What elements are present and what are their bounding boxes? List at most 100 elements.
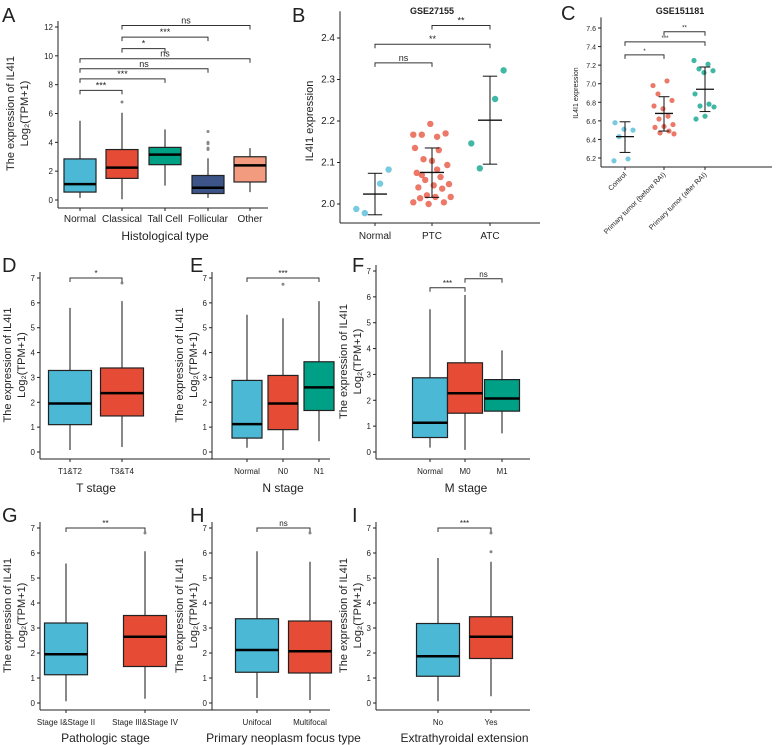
significance-bracket <box>374 43 491 49</box>
box-unifocal <box>234 618 280 673</box>
y-tick-label: 6 <box>49 110 54 119</box>
y-tick-label: 0 <box>367 448 372 457</box>
significance-bracket <box>437 527 492 532</box>
data-point <box>692 91 698 97</box>
x-tick-label: Multifocal <box>293 718 327 727</box>
box-multifocal <box>287 620 333 674</box>
y-axis-label: The expression of IL4I1 <box>2 308 14 423</box>
x-axis-label: Pathologic stage <box>61 731 150 745</box>
y-tick-label: 6.8 <box>586 100 596 107</box>
y-tick-label: 0 <box>203 699 208 708</box>
data-point <box>656 116 662 122</box>
y-tick-label: 10 <box>44 52 53 61</box>
y-tick-label: 7 <box>367 524 372 533</box>
x-tick-label: M1 <box>496 467 508 476</box>
x-axis-label: Primary neoplasm focus type <box>206 731 361 745</box>
data-point <box>650 82 656 89</box>
y-axis-label: IL4I1 expression <box>304 81 316 162</box>
y-tick-label: 7.2 <box>586 63 596 70</box>
y-tick-label: 2 <box>203 398 208 407</box>
data-point <box>385 166 392 173</box>
x-axis-label: T stage <box>76 481 116 495</box>
y-axis-label: Log₂(TPM+1) <box>16 583 28 649</box>
data-point <box>705 61 711 67</box>
y-tick-label: 2 <box>31 398 36 407</box>
data-point <box>413 169 420 177</box>
y-tick-label: 2 <box>367 649 372 658</box>
data-point <box>437 173 444 181</box>
x-tick-label: M0 <box>459 467 471 476</box>
x-tick-label: Stage I&Stage II <box>37 718 95 727</box>
significance-label: ns <box>479 270 487 279</box>
y-tick-label: 3 <box>203 624 208 633</box>
significance-label: ns <box>399 53 409 63</box>
significance-bracket <box>121 36 209 42</box>
significance-bracket <box>79 78 166 83</box>
data-point <box>410 131 417 138</box>
y-axis-label: Log₂(TPM+1) <box>188 332 200 398</box>
x-tick-label: Stage III&Stage IV <box>112 718 178 727</box>
data-point <box>702 113 708 119</box>
y-axis-label: The expression of IL4I1 <box>338 558 350 673</box>
y-tick-label: 2.3 <box>321 75 335 86</box>
significance-bracket <box>624 54 665 59</box>
data-point <box>660 106 666 112</box>
y-tick-label: 5 <box>203 574 208 583</box>
box-normal <box>411 377 449 439</box>
x-tick-label: Follicular <box>188 214 229 225</box>
x-tick-label: T3&T4 <box>110 467 135 476</box>
y-tick-label: 2 <box>49 167 54 176</box>
y-tick-label: 2.1 <box>321 158 335 169</box>
significance-bracket <box>65 527 146 532</box>
significance-label: ns <box>139 59 149 69</box>
y-tick-label: 7 <box>31 524 36 533</box>
x-tick-label: PTC <box>422 231 442 242</box>
significance-bracket <box>256 527 311 532</box>
data-point <box>612 120 618 126</box>
data-point <box>415 184 422 191</box>
significance-bracket <box>79 58 251 63</box>
y-axis-label: Log₂(TPM+1) <box>16 332 28 398</box>
panel-c: C GSE151181 6.2 6.4 6.6 6.8 7.0 7.2 7.4 7.6 IL4I1 … <box>561 3 772 236</box>
panel-b: B GSE27155 2.0 2.1 2.2 2.3 2.4 IL4I1 expression… <box>292 5 540 242</box>
panel-title: GSE27155 <box>410 6 454 16</box>
data-point <box>433 166 441 173</box>
data-point <box>693 116 699 122</box>
outlier-point <box>206 146 210 150</box>
y-axis-label: The expression of IL4I1 <box>174 558 186 673</box>
outlier-point <box>281 282 285 286</box>
y-tick-label: 8 <box>49 81 54 90</box>
y-tick-label: 7 <box>203 274 208 283</box>
significance-label: *** <box>443 279 452 288</box>
outlier-point <box>489 531 493 535</box>
y-tick-label: 6.2 <box>586 156 596 163</box>
y-tick-label: 2.4 <box>321 33 335 44</box>
significance-label: *** <box>160 27 171 37</box>
data-point <box>652 124 658 130</box>
y-tick-label: 7.6 <box>586 26 596 33</box>
data-point <box>630 127 636 133</box>
y-tick-label: 5 <box>31 574 36 583</box>
significance-label: *** <box>661 36 669 42</box>
y-tick-label: 1 <box>367 674 372 683</box>
significance-bracket <box>624 41 706 46</box>
y-axis-label: Log₂(TPM+1) <box>352 583 364 649</box>
significance-label: *** <box>278 269 287 278</box>
y-tick-label: 1 <box>31 674 36 683</box>
y-axis-label: Log₂(TPM+1) <box>19 81 31 147</box>
data-point <box>411 144 419 152</box>
significance-bracket <box>663 31 706 36</box>
y-tick-label: 4 <box>49 138 54 147</box>
y-axis-label: IL4I1 expression <box>573 67 580 118</box>
y-tick-label: 2.0 <box>321 199 335 210</box>
x-tick-label: Normal <box>234 467 260 476</box>
significance-label: *** <box>460 519 469 528</box>
significance-label: ** <box>682 26 687 32</box>
data-point <box>651 103 657 109</box>
x-axis-label: N stage <box>262 481 304 495</box>
panel-letter: G <box>2 505 18 527</box>
panel-f: F 0 1 2 3 4 5 6 7 The expression of IL4I1 Log₂(TPM… <box>338 255 530 495</box>
data-point <box>439 185 446 192</box>
box-stage-i-stage-ii <box>43 622 89 676</box>
